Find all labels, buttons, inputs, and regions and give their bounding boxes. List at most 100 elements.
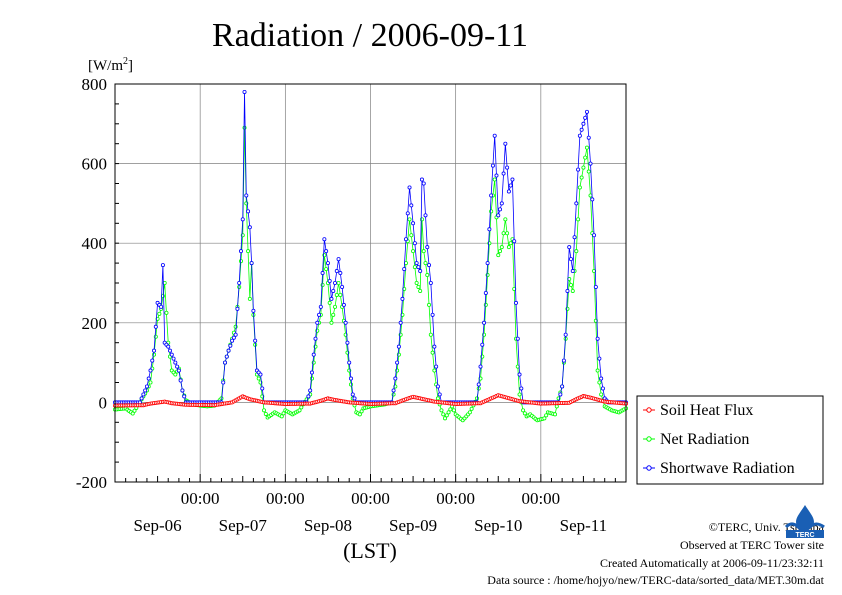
series-point: [237, 280, 242, 285]
series-point: [329, 320, 334, 325]
series-point: [561, 358, 566, 363]
series-point: [407, 185, 412, 190]
series-point: [494, 173, 499, 178]
series-point: [338, 292, 343, 297]
series-point: [503, 141, 508, 146]
series-point: [143, 388, 148, 393]
series-point: [496, 253, 501, 258]
x-tick-label: 00:00: [351, 489, 390, 508]
series-point: [231, 335, 236, 340]
series-point: [435, 396, 440, 401]
series-point: [443, 416, 448, 421]
series-point: [233, 332, 238, 337]
series-point: [333, 280, 338, 285]
series-point: [324, 249, 329, 254]
series-point: [446, 410, 451, 415]
series-point: [492, 177, 497, 182]
legend-label: Soil Heat Flux: [660, 402, 753, 419]
series-point: [423, 213, 428, 218]
series-point: [320, 282, 325, 287]
series-point: [563, 332, 568, 337]
series-point: [130, 411, 135, 416]
series-point: [519, 386, 524, 391]
series-point: [315, 320, 320, 325]
series-point: [544, 413, 549, 418]
series-point: [425, 273, 430, 278]
series-point: [448, 407, 453, 412]
x-tick-label: 00:00: [521, 489, 560, 508]
legend-items: Soil Heat Flux Net Radiation Shortwave Rad…: [643, 402, 795, 477]
series-point: [279, 414, 284, 419]
series-point: [258, 372, 263, 377]
series-point: [441, 412, 446, 417]
series-point: [434, 364, 439, 369]
series-point: [576, 167, 581, 172]
series-point: [148, 368, 153, 373]
series-point: [478, 364, 483, 369]
date-label: Sep-11: [560, 516, 608, 535]
series-point: [347, 360, 352, 365]
series-point: [418, 269, 423, 274]
series-point: [581, 121, 586, 126]
series-point: [407, 217, 412, 222]
series-point: [262, 408, 267, 413]
series-point: [515, 336, 520, 341]
series-point: [233, 324, 238, 329]
series-point: [432, 368, 437, 373]
series-point: [331, 312, 336, 317]
series-point: [336, 257, 341, 262]
series-point: [517, 392, 522, 397]
series-point: [395, 360, 400, 365]
series-point: [444, 413, 449, 418]
series-point: [599, 376, 604, 381]
series-point: [396, 344, 401, 349]
series-point: [469, 406, 474, 411]
series-point: [411, 221, 416, 226]
series-point: [416, 265, 421, 270]
series-point: [260, 386, 265, 391]
series-point: [343, 320, 348, 325]
series-point: [405, 211, 410, 216]
series-point: [498, 207, 503, 212]
series-point: [393, 376, 398, 381]
logo-drop-icon: [796, 505, 814, 530]
series-point: [499, 245, 504, 250]
series-point: [508, 241, 513, 246]
series-point: [253, 338, 258, 343]
series-point: [489, 193, 494, 198]
legend-label: Net Radiation: [660, 431, 749, 448]
series-point: [542, 416, 547, 421]
series-point: [180, 388, 185, 393]
series-point: [263, 411, 268, 416]
series-point: [584, 145, 589, 150]
series-point: [510, 177, 515, 182]
legend-marker: [646, 407, 652, 413]
logo-text: TERC: [795, 532, 814, 539]
series-point: [560, 384, 565, 389]
series-point: [331, 288, 336, 293]
series-point: [348, 376, 353, 381]
series-point: [251, 308, 256, 313]
series-point: [411, 249, 416, 254]
series-point: [592, 233, 597, 238]
series-point: [586, 135, 591, 140]
series-point: [487, 227, 492, 232]
series-point: [247, 296, 252, 301]
series-point: [167, 348, 172, 353]
series-point: [425, 245, 430, 250]
series-point: [148, 380, 153, 385]
series-point: [577, 133, 582, 138]
series-point: [221, 380, 226, 385]
series-point: [171, 356, 176, 361]
x-tick-label: 00:00: [181, 489, 220, 508]
series-point: [588, 193, 593, 198]
series-point: [418, 288, 423, 293]
series-point: [309, 376, 314, 381]
series-point: [160, 263, 165, 268]
y-axis-ticks: -200 0 200 400 600 800: [76, 75, 119, 492]
series-point: [329, 296, 334, 301]
series-point: [430, 350, 435, 355]
series-point: [166, 344, 171, 349]
series-point: [409, 233, 414, 238]
